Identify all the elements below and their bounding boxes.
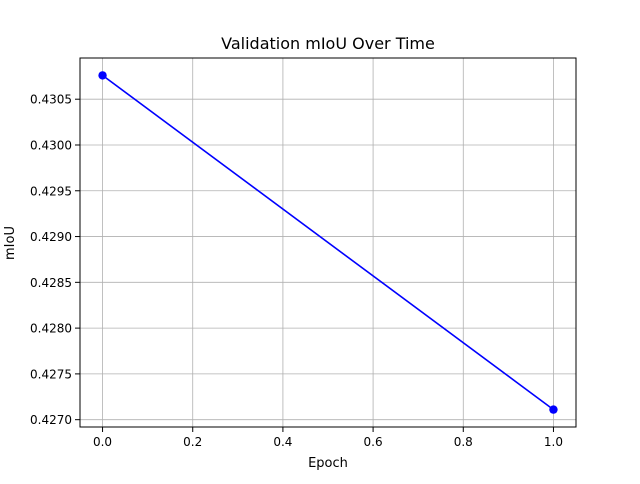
- x-tick-label: 0.8: [454, 435, 473, 449]
- y-tick-label: 0.4285: [30, 276, 72, 290]
- y-tick-label: 0.4305: [30, 93, 72, 107]
- grid-lines: [80, 58, 576, 427]
- y-tick-label: 0.4270: [30, 413, 72, 427]
- chart-title: Validation mIoU Over Time: [221, 34, 435, 53]
- y-tick-label: 0.4295: [30, 184, 72, 198]
- x-axis-label: Epoch: [308, 456, 348, 471]
- series-line: [102, 74, 554, 411]
- data-point: [549, 405, 558, 414]
- series-layer: [98, 71, 558, 414]
- y-axis-label: mIoU: [3, 226, 18, 260]
- data-point: [98, 71, 107, 80]
- x-tick-label: 0.0: [93, 435, 112, 449]
- x-tick-label: 0.2: [183, 435, 202, 449]
- x-tick-label: 0.6: [364, 435, 383, 449]
- y-tick-label: 0.4300: [30, 138, 72, 152]
- y-tick-label: 0.4280: [30, 322, 72, 336]
- plot-frame: [79, 57, 577, 428]
- x-tick-label: 1.0: [544, 435, 563, 449]
- y-axis-ticks: 0.4270 0.4275 0.4280 0.4285 0.4290 0.4295 0.43…: [30, 93, 80, 427]
- x-axis-ticks: 0.0 0.2 0.4 0.6 0.8 1.0: [93, 427, 563, 449]
- y-tick-label: 0.4290: [30, 230, 72, 244]
- y-tick-label: 0.4275: [30, 367, 72, 381]
- x-tick-label: 0.4: [273, 435, 292, 449]
